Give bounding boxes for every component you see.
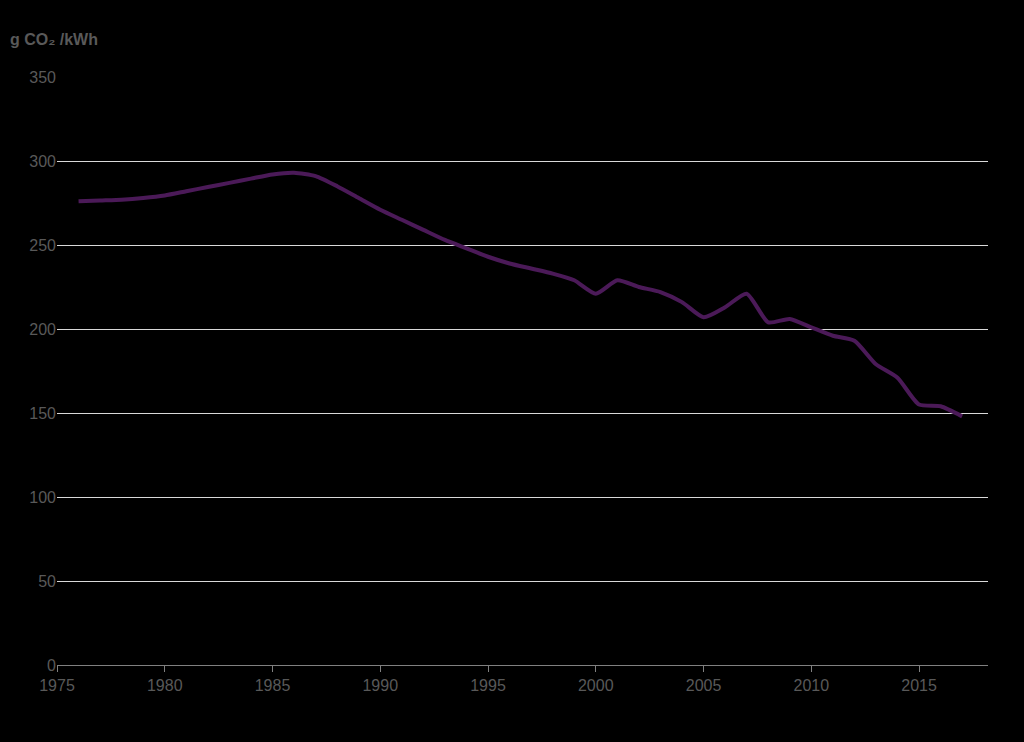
svg-text:350: 350	[29, 69, 56, 86]
svg-text:1975: 1975	[39, 677, 75, 694]
svg-text:100: 100	[29, 489, 56, 506]
svg-text:300: 300	[29, 153, 56, 170]
svg-text:g CO₂ /kWh: g CO₂ /kWh	[10, 31, 98, 48]
svg-text:2005: 2005	[686, 677, 722, 694]
svg-text:1990: 1990	[362, 677, 398, 694]
svg-text:200: 200	[29, 321, 56, 338]
svg-text:150: 150	[29, 405, 56, 422]
svg-text:50: 50	[38, 573, 56, 590]
svg-text:2015: 2015	[901, 677, 937, 694]
svg-text:1985: 1985	[255, 677, 291, 694]
svg-text:2010: 2010	[793, 677, 829, 694]
svg-text:250: 250	[29, 237, 56, 254]
svg-text:2000: 2000	[578, 677, 614, 694]
svg-text:1980: 1980	[147, 677, 183, 694]
svg-text:0: 0	[47, 657, 56, 674]
svg-text:1995: 1995	[470, 677, 506, 694]
